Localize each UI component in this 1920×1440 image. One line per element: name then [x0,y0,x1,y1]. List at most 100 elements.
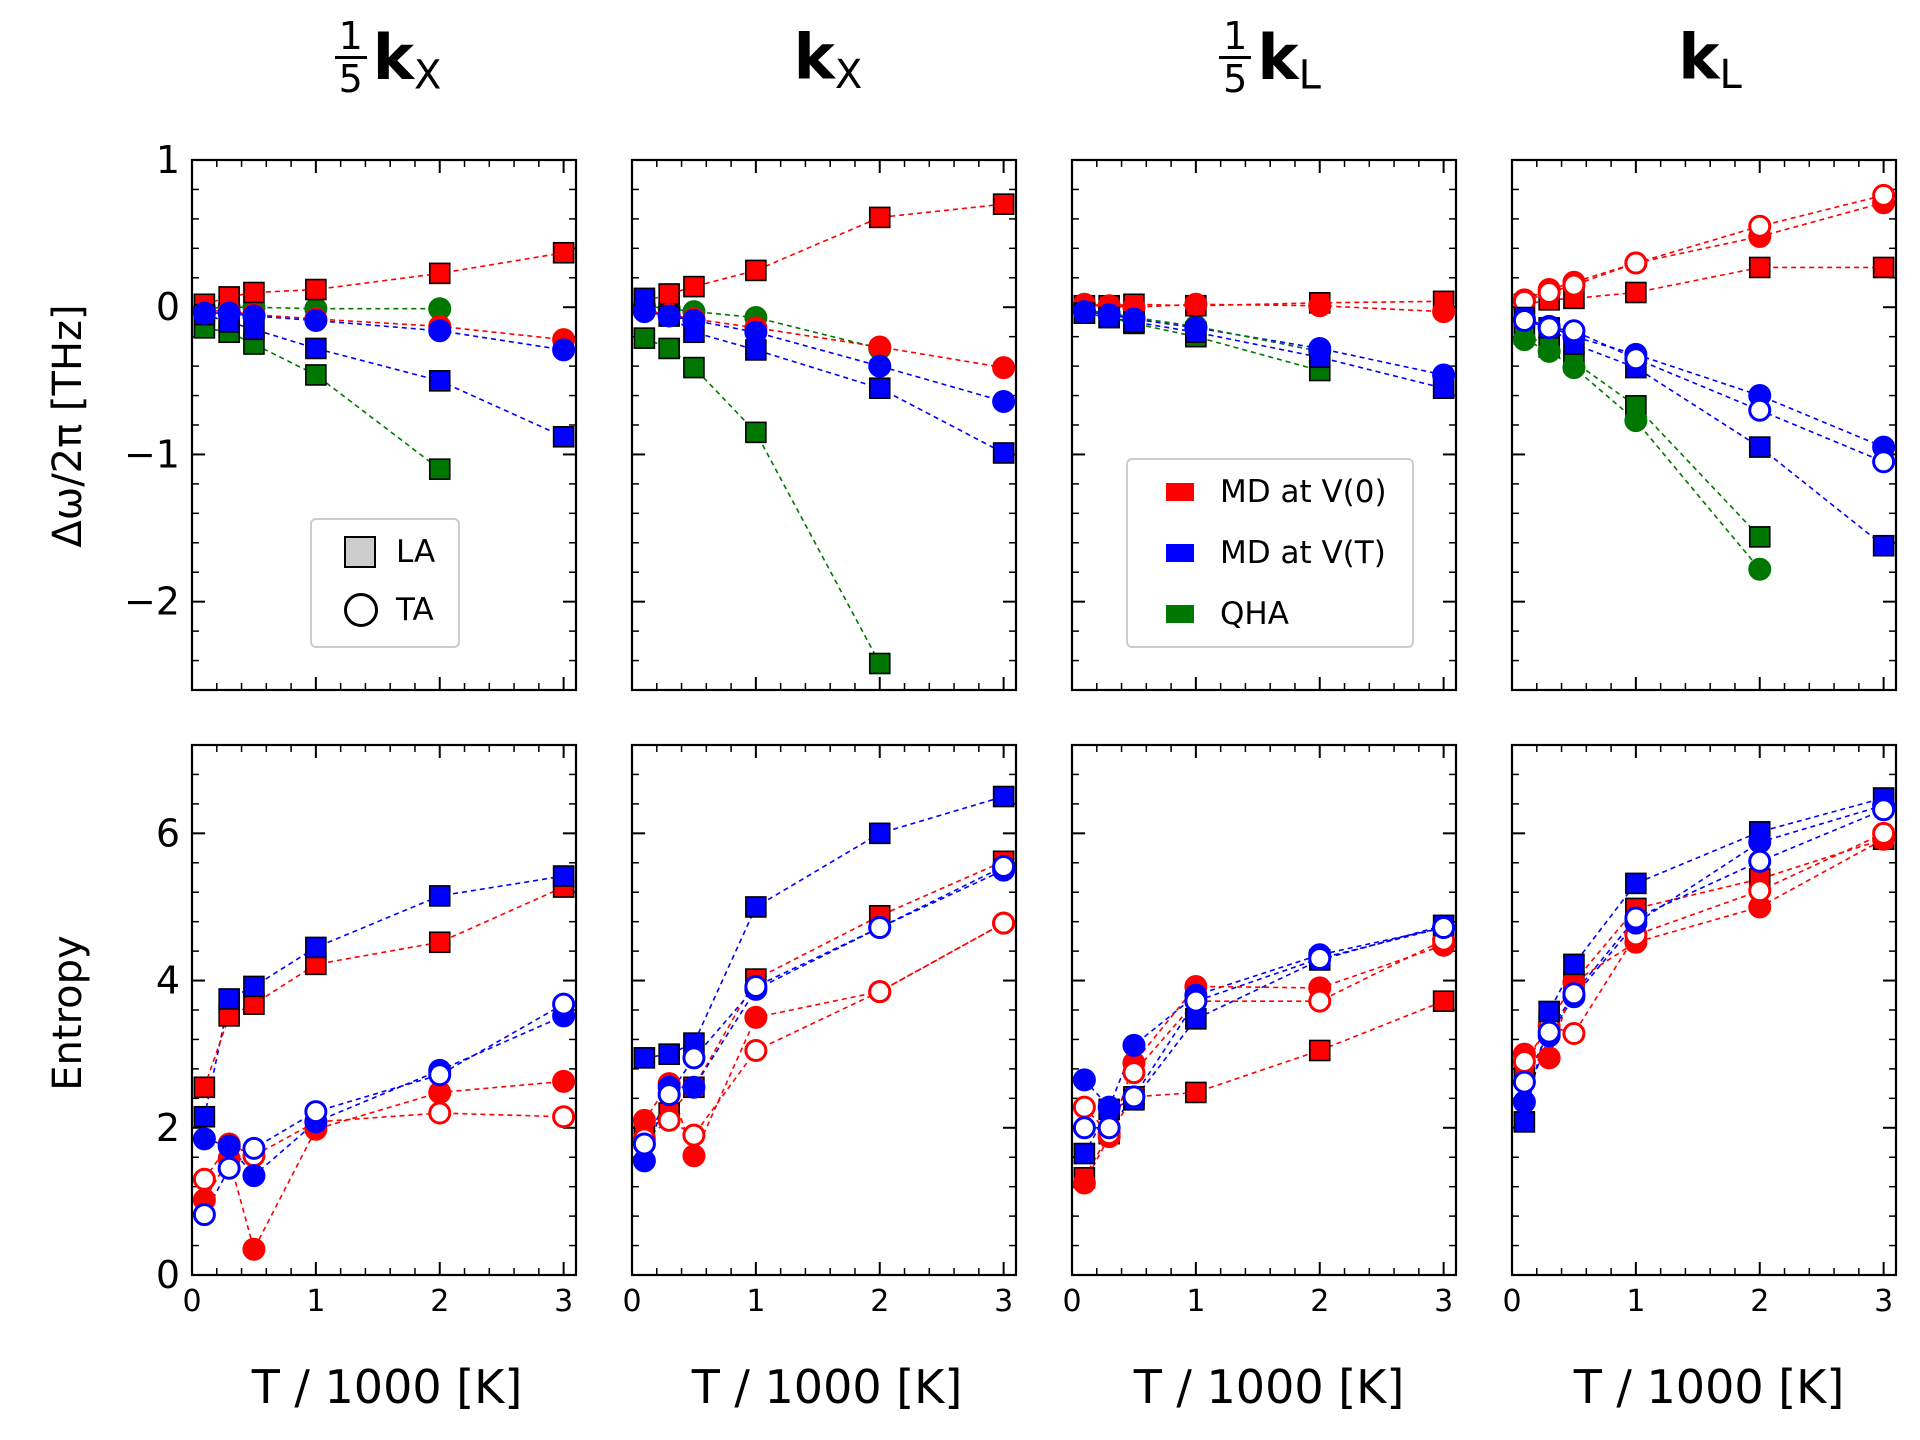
data-point-circle-md_vt [992,389,1016,413]
series-line-md_vt [644,795,1004,1059]
legend-entry-md-v0: MD at V(0) [1166,474,1387,510]
data-point-open-circle-md_vt [1072,1116,1096,1140]
plot-frame [630,743,1018,1277]
data-point-open-circle-md_vt [1748,849,1772,873]
data-point-circle-md_vt [632,300,656,324]
series-line-md_vt [1083,924,1444,1154]
y-tick-label: 1 [156,138,180,182]
data-point-circle-md_v0 [1308,294,1332,318]
data-point-square-qha [745,421,767,444]
data-point-square-md_v0 [1185,1081,1207,1104]
x-tick-label: 3 [994,1284,1013,1319]
data-point-square-md_vt [428,370,451,392]
data-point-circle-md_v0 [682,1144,706,1168]
data-point-open-circle-md_vt [1562,982,1586,1006]
data-point-open-circle-md_v0 [1562,273,1586,297]
series-line-md_v0 [1083,1000,1444,1179]
data-point-square-md_v0 [992,193,1015,215]
blue-swatch-icon [1166,544,1194,562]
plot-frame [1070,158,1458,692]
data-point-square-md_v0 [1432,990,1455,1012]
data-point-circle-md_v0 [242,1237,266,1261]
red-swatch-icon [1166,483,1194,501]
data-point-square-qha [633,327,656,349]
data-point-circle-qha [1537,339,1561,363]
square-marker-icon [344,536,376,568]
panel-bottom-2: 0 1 2 3 [1062,743,1458,1319]
data-point-circle-md_vt [868,354,892,378]
data-point-square-md_vt [868,377,891,399]
data-point-circle-md_v0 [992,356,1016,380]
data-point-open-circle-md_vt [1537,1020,1561,1044]
data-point-open-circle-md_vt [217,1156,241,1180]
data-point-circle-md_vt [682,308,706,332]
data-point-open-circle-md_vt [657,1083,681,1107]
x-tick-label: 2 [1310,1284,1329,1319]
series-line-qha [1084,312,1320,372]
y-tick-label: −2 [124,580,180,624]
legend-entry-qha: QHA [1166,596,1289,632]
data-point-square-md_v0 [1308,1039,1331,1062]
plot-frame [1510,158,1898,692]
data-point-open-circle-md_v0 [1308,989,1332,1013]
x-axis-label-col3: T / 1000 [K] [1133,1360,1405,1414]
data-point-square-md_v0 [305,278,327,301]
data-point-square-qha [428,458,451,480]
plot-frame [190,743,578,1277]
data-point-open-circle-md_vt [304,1100,328,1124]
data-point-square-md_vt [658,1043,680,1065]
data-point-circle-md_v0 [552,1069,576,1093]
plot-frame [1510,743,1898,1277]
data-point-open-circle-md_vt [744,974,768,998]
data-point-square-md_vt [552,425,575,448]
data-point-open-circle-md_v0 [1872,183,1896,207]
data-point-square-md_vt [1872,534,1895,557]
data-point-open-circle-md_vt [192,1203,216,1227]
y-tick-label: 4 [156,959,180,1003]
data-point-square-md_vt [552,865,575,887]
series-line-md_vt [643,865,1004,1145]
y-axis-label-entropy: Entropy [45,935,91,1091]
plot-frame [630,158,1018,692]
data-point-open-circle-md_vt [868,916,892,940]
data-point-open-circle-md_v0 [1537,281,1561,304]
data-point-open-circle-md_v0 [1624,251,1648,275]
data-point-circle-md_vt [657,304,681,328]
data-point-square-md_vt [992,785,1015,808]
data-point-open-circle-md_v0 [1748,879,1772,903]
data-point-square-md_vt [193,1105,216,1128]
data-point-square-md_vt [1625,872,1647,895]
data-point-circle-md_vt [682,1075,706,1099]
data-point-square-md_vt [428,885,451,907]
data-point-square-md_v0 [428,262,451,285]
data-point-open-circle-md_v0 [1562,1022,1586,1046]
data-point-circle-md_vt [217,301,241,325]
data-point-circle-md_vt [1432,363,1456,387]
data-point-open-circle-md_vt [632,1132,656,1156]
x-axis-label-col2: T / 1000 [K] [691,1360,963,1414]
data-point-square-qha [868,652,891,675]
series-line-md_vt [643,869,1004,1162]
x-tick-label: 0 [182,1284,201,1319]
data-point-circle-md_v0 [1072,1171,1096,1195]
data-point-circle-md_v0 [1537,1046,1561,1070]
data-point-open-circle-md_v0 [992,911,1016,935]
data-point-open-circle-md_vt [1537,316,1561,340]
data-point-square-md_v0 [683,275,705,298]
data-point-square-md_vt [1748,436,1771,458]
data-point-circle-md_vt [1072,300,1096,324]
panel-top-3 [1510,158,1898,692]
y-tick-label: 2 [156,1106,180,1150]
y-tick-label: −1 [124,432,180,476]
data-point-square-md_v0 [868,206,891,229]
legend-entry-la: LA [344,534,435,570]
data-point-open-circle-md_v0 [1072,1095,1096,1119]
data-point-square-md_v0 [1625,281,1647,304]
data-point-open-circle-md_vt [242,1136,266,1160]
x-tick-label: 0 [1062,1284,1081,1319]
data-point-circle-md_vt [744,320,768,344]
data-point-open-circle-md_vt [1122,1085,1146,1109]
data-point-circle-qha [1624,409,1648,433]
